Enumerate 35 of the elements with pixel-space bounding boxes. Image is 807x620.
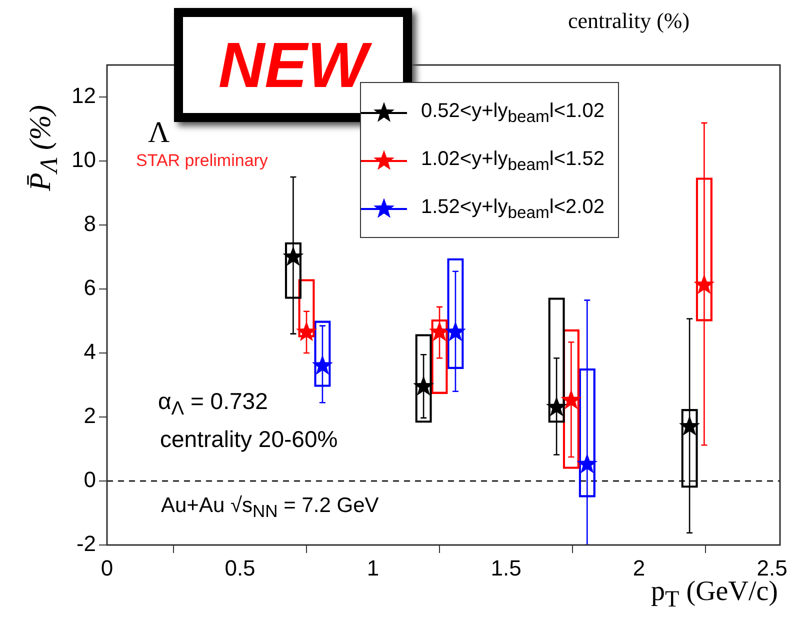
x-tick-label: 0 bbox=[100, 555, 114, 580]
legend-label: 1.02<y+ly$_{beam}$l<1.52 bbox=[421, 148, 604, 174]
legend-label: 1.52<y+ly$_{beam}$l<2.02 bbox=[421, 196, 604, 222]
y-tick-label: 6 bbox=[84, 275, 96, 300]
legend-label: 0.52<y+ly$_{beam}$l<1.02 bbox=[421, 100, 604, 126]
annotation: STAR preliminary bbox=[136, 151, 268, 171]
y-tick-label: 4 bbox=[84, 339, 96, 364]
point bbox=[296, 321, 317, 342]
annotation: Au+Au √s$_{NN}$ = 7.2 GeV bbox=[161, 494, 379, 522]
y-tick-label: 8 bbox=[84, 211, 96, 236]
y-tick-label: 2 bbox=[84, 403, 96, 428]
y-tick-label: 12 bbox=[72, 83, 96, 108]
point bbox=[560, 389, 582, 410]
point bbox=[679, 416, 700, 436]
annotation: Λ bbox=[148, 116, 170, 150]
x-tick-label: 1 bbox=[366, 555, 380, 580]
point bbox=[445, 321, 466, 342]
x-tick-label: 2 bbox=[632, 555, 646, 580]
x-tick-label: 0.5 bbox=[224, 555, 256, 580]
point bbox=[312, 354, 333, 375]
y-tick-label: 10 bbox=[72, 147, 96, 172]
point bbox=[413, 376, 434, 396]
point bbox=[282, 246, 304, 266]
point bbox=[576, 453, 598, 474]
y-tick-label: 0 bbox=[84, 467, 96, 492]
point bbox=[429, 321, 450, 342]
bar bbox=[415, 334, 432, 423]
annotation: α$_{Λ}$ = 0.732 bbox=[158, 388, 268, 421]
x-tick-label: 1.5 bbox=[490, 555, 522, 580]
point bbox=[546, 396, 568, 416]
annotation: NEW bbox=[174, 8, 412, 122]
point bbox=[694, 274, 715, 294]
annotation: centrality 20-60% bbox=[160, 426, 338, 453]
text: centrality (%) bbox=[568, 8, 690, 34]
y-tick-label: -2 bbox=[76, 531, 96, 556]
